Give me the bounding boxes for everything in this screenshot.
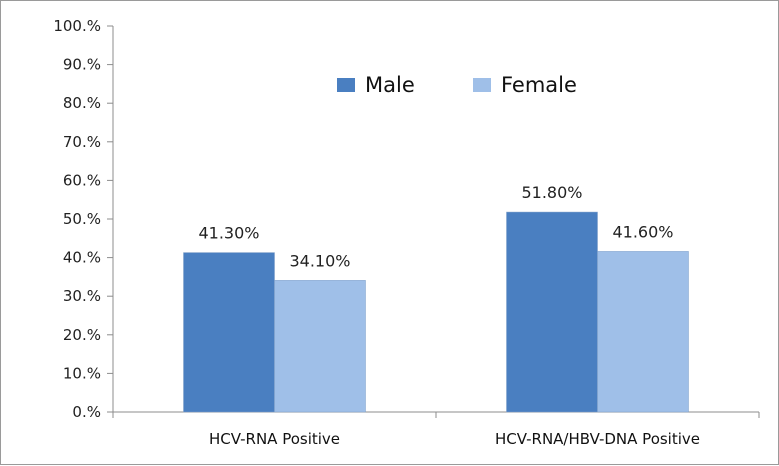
legend-swatch-female xyxy=(473,78,491,92)
y-tick-label: 30.% xyxy=(63,287,101,305)
data-label: 51.80% xyxy=(521,183,582,202)
y-tick-label: 70.% xyxy=(63,133,101,151)
legend-swatch-male xyxy=(337,78,355,92)
y-tick-label: 50.% xyxy=(63,210,101,228)
y-tick-label: 60.% xyxy=(63,171,101,189)
bar-female-1 xyxy=(597,251,689,413)
y-tick-label: 40.% xyxy=(63,249,101,267)
legend-label-male: Male xyxy=(365,73,415,97)
legend-label-female: Female xyxy=(501,73,577,97)
y-tick-label: 0.% xyxy=(72,403,101,421)
x-category-label: HCV-RNA Positive xyxy=(209,430,340,448)
data-label: 41.60% xyxy=(612,222,673,241)
bar-male-1 xyxy=(506,211,598,413)
data-label: 41.30% xyxy=(198,224,259,243)
y-tick-label: 100.% xyxy=(53,17,101,35)
y-tick-label: 20.% xyxy=(63,326,101,344)
y-tick-label: 80.% xyxy=(63,94,101,112)
bar-male-0 xyxy=(183,252,275,413)
bar-female-0 xyxy=(274,280,366,413)
y-tick-label: 10.% xyxy=(63,364,101,382)
y-tick-label: 90.% xyxy=(63,56,101,74)
data-label: 34.10% xyxy=(289,251,350,270)
x-category-label: HCV-RNA/HBV-DNA Positive xyxy=(495,430,700,448)
